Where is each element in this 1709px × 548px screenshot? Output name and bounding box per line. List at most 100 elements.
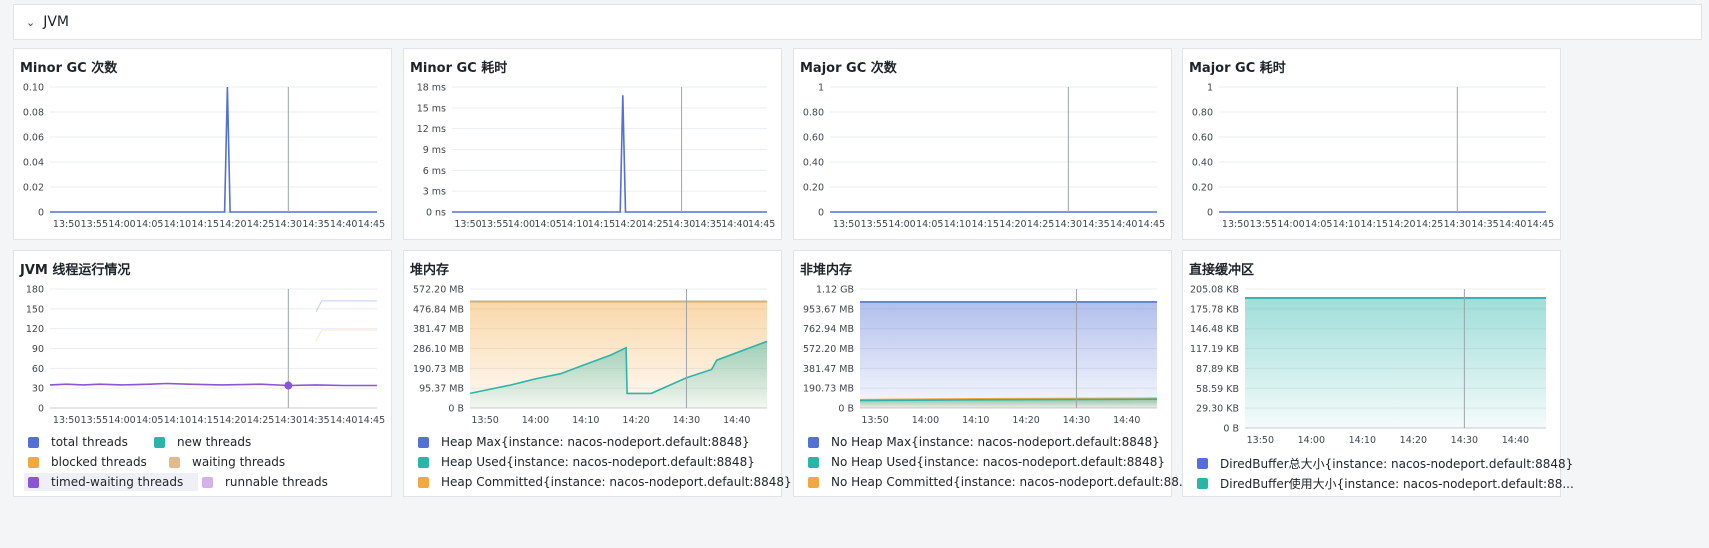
y-tick-label: 30	[32, 384, 44, 395]
x-tick-label: 14:20	[219, 219, 246, 230]
y-tick-label: 0.08	[23, 108, 44, 119]
x-tick-label: 14:00	[888, 219, 915, 230]
series-area	[860, 301, 1157, 408]
legend-item-blocked-threads[interactable]: blocked threads	[24, 453, 151, 471]
x-tick-label: 14:00	[912, 415, 939, 426]
x-tick-label: 14:05	[1305, 219, 1332, 230]
minor-gc-time-panel[interactable]: Minor GC 耗时 0 ns 3 ms 6 ms 9 ms 12 ms 15 ms 18…	[403, 48, 782, 240]
direct-buffer-panel[interactable]: 直接缓冲区 0 B 29.30 KB 58.59 KB 87.89 KB 117.19 …	[1182, 250, 1574, 497]
x-tick-label: 14:15	[1360, 219, 1387, 230]
legend-item-heap-max[interactable]: Heap Max{instance: nacos-nodeport.defaul…	[414, 433, 754, 451]
y-tick-label: 572.20 MB	[803, 344, 854, 355]
y-tick-label: 146.48 KB	[1190, 324, 1239, 335]
y-tick-label: 15 ms	[417, 103, 446, 114]
y-tick-label: 95.37 MB	[419, 384, 464, 395]
legend-item-no-heap-committed[interactable]: No Heap Committed{instance: nacos-nodepo…	[804, 473, 1194, 491]
x-tick-label: 14:35	[302, 219, 329, 230]
legend-swatch	[28, 436, 39, 448]
legend-item-direct-buffer-total[interactable]: DiredBuffer总大小{instance: nacos-nodeport.…	[1193, 453, 1577, 474]
x-tick-label: 14:40	[721, 219, 748, 230]
x-tick-label: 13:55	[81, 415, 108, 426]
section-title: JVM	[43, 14, 70, 30]
x-tick-label: 14:30	[1444, 219, 1471, 230]
heap-memory-panel[interactable]: 堆内存 0 B 95.37 MB 190.73 MB 286.10 MB 381.47 …	[403, 250, 792, 497]
legend-item-runnable-threads[interactable]: runnable threads	[198, 473, 332, 491]
y-tick-label: 87.89 KB	[1196, 364, 1239, 375]
series-line	[452, 95, 767, 213]
legend-item-waiting-threads[interactable]: waiting threads	[165, 453, 289, 471]
x-tick-label: 14:35	[1471, 219, 1498, 230]
legend: No Heap Max{instance: nacos-nodeport.def…	[804, 431, 1190, 495]
y-tick-label: 0	[38, 208, 44, 219]
x-tick-label: 14:00	[508, 219, 535, 230]
x-tick-label: 13:55	[1250, 219, 1277, 230]
y-tick-label: 1.12 GB	[816, 285, 854, 296]
chevron-down-icon[interactable]: ⌄	[26, 15, 36, 29]
legend-swatch	[808, 436, 819, 448]
x-tick-label: 14:20	[1012, 415, 1039, 426]
legend-item-no-heap-used[interactable]: No Heap Used{instance: nacos-nodeport.de…	[804, 453, 1169, 471]
y-tick-label: 6 ms	[423, 166, 446, 177]
minor-gc-time-chart[interactable]: 0 ns 3 ms 6 ms 9 ms 12 ms 15 ms 18 ms 13:50 13:5…	[404, 49, 783, 241]
y-tick-label: 0	[1207, 208, 1213, 219]
legend: Heap Max{instance: nacos-nodeport.defaul…	[414, 431, 792, 495]
jvm-section-header[interactable]: ⌄ JVM	[13, 4, 1702, 40]
x-tick-label: 14:20	[999, 219, 1026, 230]
jvm-threads-panel[interactable]: JVM 线程运行情况 0 30 60 90 120 150 180 13:50 13:55 14:…	[13, 250, 392, 497]
x-tick-label: 14:25	[1416, 219, 1443, 230]
y-tick-label: 0.60	[1192, 133, 1213, 144]
legend-item-new-threads[interactable]: new threads	[150, 433, 255, 451]
legend-item-total-threads[interactable]: total threads	[24, 433, 132, 451]
x-tick-label: 14:20	[219, 415, 246, 426]
non-heap-memory-chart[interactable]: 0 B 190.73 MB 381.47 MB 572.20 MB 762.94 MB 9…	[794, 251, 1173, 429]
y-tick-label: 0.06	[23, 133, 44, 144]
direct-buffer-chart[interactable]: 0 B 29.30 KB 58.59 KB 87.89 KB 117.19 KB 146.…	[1183, 251, 1562, 449]
x-tick-label: 14:20	[1388, 219, 1415, 230]
y-tick-label: 0.20	[1192, 183, 1213, 194]
x-tick-label: 14:40	[330, 219, 357, 230]
y-tick-label: 286.10 MB	[413, 344, 464, 355]
legend-item-no-heap-max[interactable]: No Heap Max{instance: nacos-nodeport.def…	[804, 433, 1164, 451]
x-tick-label: 14:40	[330, 415, 357, 426]
legend-swatch	[202, 476, 213, 488]
legend-swatch	[169, 456, 180, 468]
major-gc-count-panel[interactable]: Major GC 次数 0 0.20 0.40 0.60 0.80 1 13:50 13:55…	[793, 48, 1172, 240]
legend-swatch	[418, 456, 429, 468]
y-tick-label: 117.19 KB	[1190, 344, 1239, 355]
minor-gc-count-panel[interactable]: Minor GC 次数 0 0.02 0.04 0.06 0.08 0.10 13:50 13…	[13, 48, 392, 240]
legend-item-direct-buffer-used[interactable]: DiredBuffer使用大小{instance: nacos-nodeport…	[1193, 473, 1578, 494]
y-tick-label: 0.10	[23, 83, 44, 94]
x-tick-label: 14:05	[534, 219, 561, 230]
x-tick-label: 14:30	[668, 219, 695, 230]
series-line	[315, 300, 377, 313]
y-tick-label: 58.59 KB	[1196, 384, 1239, 395]
legend-swatch	[28, 456, 39, 468]
series-line	[315, 329, 377, 342]
non-heap-memory-panel[interactable]: 非堆内存 0 B 190.73 MB 381.47 MB 572.20 MB 762.9…	[793, 250, 1190, 497]
legend: total threads new threads blocked thread…	[24, 431, 384, 495]
y-tick-label: 0	[818, 208, 824, 219]
y-tick-label: 1	[1207, 83, 1213, 94]
legend-item-heap-committed[interactable]: Heap Committed{instance: nacos-nodeport.…	[414, 473, 796, 491]
x-tick-label: 14:10	[1333, 219, 1360, 230]
x-tick-label: 13:50	[1247, 435, 1274, 446]
heap-memory-chart[interactable]: 0 B 95.37 MB 190.73 MB 286.10 MB 381.47 MB 47…	[404, 251, 783, 429]
major-gc-time-panel[interactable]: Major GC 耗时 0 0.20 0.40 0.60 0.80 1 13:50 13:55…	[1182, 48, 1561, 240]
legend-item-timed-waiting-threads[interactable]: timed-waiting threads	[24, 473, 198, 491]
panel-title: 堆内存	[410, 263, 450, 278]
y-tick-label: 1	[818, 83, 824, 94]
x-tick-label: 14:10	[164, 415, 191, 426]
y-tick-label: 205.08 KB	[1190, 285, 1239, 296]
hover-point	[284, 381, 293, 390]
x-tick-label: 14:30	[1055, 219, 1082, 230]
panel-title: Minor GC 次数	[20, 61, 118, 76]
legend-item-heap-used[interactable]: Heap Used{instance: nacos-nodeport.defau…	[414, 453, 759, 471]
x-tick-label: 14:45	[748, 219, 775, 230]
x-tick-label: 13:50	[53, 219, 80, 230]
minor-gc-count-chart[interactable]: 0 0.02 0.04 0.06 0.08 0.10 13:50 13:55 14:00 14:0…	[14, 49, 393, 241]
x-tick-label: 14:10	[1349, 435, 1376, 446]
x-tick-label: 14:20	[614, 219, 641, 230]
